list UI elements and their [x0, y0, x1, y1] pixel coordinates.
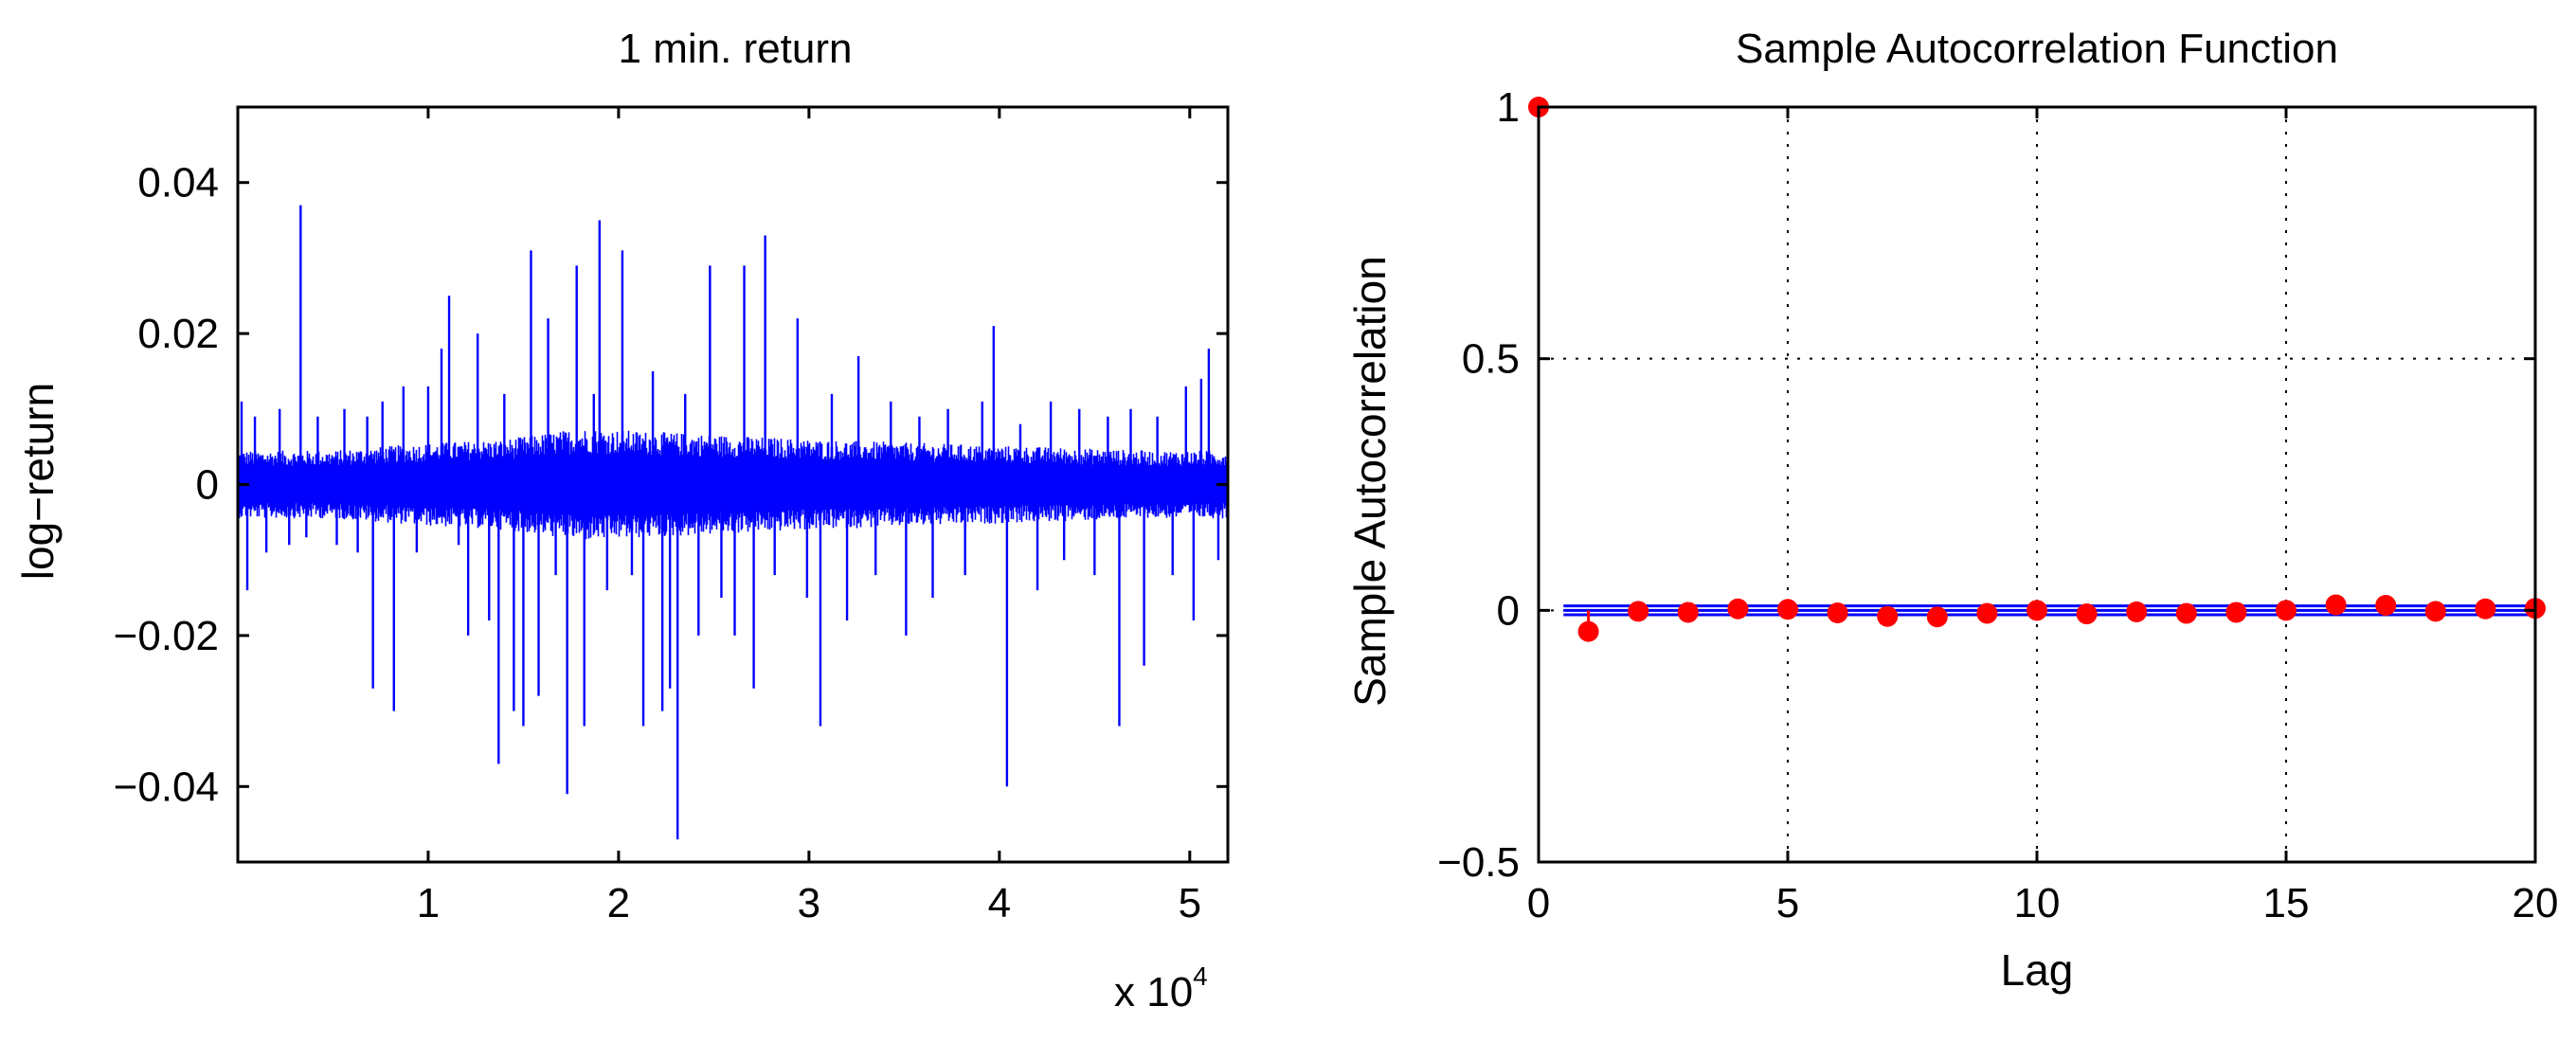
- acf-point-5: [1777, 599, 1798, 620]
- acf-chart-xlabel: Lag: [2001, 945, 2074, 995]
- acf-ytick-label-0: 1: [1497, 84, 1520, 131]
- acf-point-15: [2276, 600, 2297, 621]
- returns-ytick-label-1: 0.02: [137, 311, 219, 357]
- acf-point-3: [1677, 602, 1699, 623]
- returns-xtick-label-4: 5: [1179, 880, 1201, 926]
- returns-xtick-label-1: 2: [607, 880, 630, 926]
- acf-chart-title: Sample Autocorrelation Function: [1736, 26, 2338, 72]
- acf-confidence-bounds: [1563, 604, 2535, 617]
- acf-point-18: [2424, 601, 2446, 622]
- acf-point-12: [2126, 601, 2148, 622]
- returns-x-ticks: 1 2 3 4 5: [417, 107, 1201, 926]
- acf-x-ticks: 0 5 10 15 20: [1527, 107, 2559, 926]
- acf-point-11: [2076, 603, 2098, 625]
- returns-y-ticks: 0.04 0.02 0 −0.02 −0.04: [114, 160, 1228, 810]
- acf-chart: Sample Autocorrelation Function Lag Samp…: [1345, 26, 2558, 995]
- returns-x-exponent: x 104: [1114, 961, 1208, 1015]
- acf-point-8: [1926, 606, 1948, 628]
- acf-xtick-label-0: 0: [1527, 880, 1550, 926]
- acf-y-ticks: 1 0.5 0 −0.5: [1437, 84, 2535, 886]
- acf-point-19: [2475, 598, 2496, 620]
- acf-points: [1528, 97, 2546, 642]
- returns-chart-ylabel: log−return: [13, 383, 63, 580]
- acf-xtick-label-1: 5: [1776, 880, 1799, 926]
- returns-xtick-label-2: 3: [798, 880, 820, 926]
- acf-xtick-label-3: 15: [2263, 880, 2310, 926]
- acf-point-2: [1628, 601, 1649, 622]
- acf-ytick-label-2: 0: [1497, 587, 1520, 634]
- acf-grid: [1539, 107, 2535, 862]
- acf-ytick-label-3: −0.5: [1437, 839, 1520, 886]
- acf-point-16: [2325, 594, 2347, 616]
- x-exponent-base: x 10: [1114, 969, 1193, 1015]
- acf-xtick-label-4: 20: [2513, 880, 2559, 926]
- returns-ytick-label-2: 0: [196, 462, 219, 509]
- acf-point-13: [2175, 602, 2197, 624]
- acf-point-9: [1976, 602, 1998, 624]
- returns-ytick-label-0: 0.04: [137, 160, 219, 207]
- acf-chart-ylabel: Sample Autocorrelation: [1345, 256, 1395, 707]
- acf-point-6: [1827, 602, 1848, 623]
- returns-plot-frame: [236, 105, 1230, 864]
- returns-chart: 1 min. return log−return 0.04 0.02 0 −0.02 −…: [13, 26, 1230, 1015]
- acf-point-1: [1577, 620, 1599, 642]
- x-exponent-power: 4: [1193, 961, 1208, 991]
- acf-point-10: [2027, 600, 2047, 621]
- acf-plot-frame: [1537, 105, 2537, 864]
- acf-xtick-label-2: 10: [2014, 880, 2061, 926]
- returns-xtick-label-0: 1: [417, 880, 440, 926]
- acf-point-17: [2375, 595, 2397, 617]
- acf-ytick-label-1: 0.5: [1462, 336, 1520, 383]
- returns-ytick-label-4: −0.04: [114, 764, 219, 810]
- returns-series: [237, 205, 1229, 840]
- acf-point-4: [1727, 598, 1749, 620]
- returns-xtick-label-3: 4: [988, 880, 1011, 926]
- acf-point-7: [1877, 605, 1899, 627]
- returns-chart-title: 1 min. return: [619, 26, 853, 72]
- acf-point-14: [2225, 602, 2247, 623]
- returns-ytick-label-3: −0.02: [114, 613, 219, 659]
